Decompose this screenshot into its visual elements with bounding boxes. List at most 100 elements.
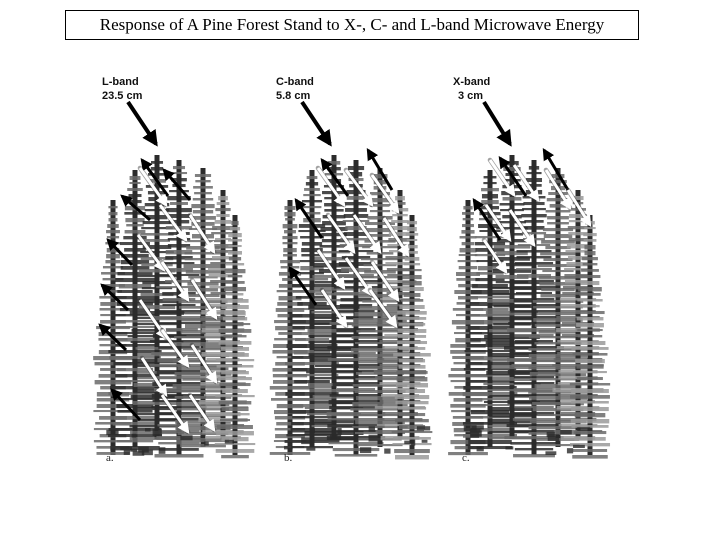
backscatter-arrow bbox=[100, 283, 130, 312]
tree-branch bbox=[566, 262, 590, 267]
tree-branch bbox=[167, 244, 191, 248]
tree-branch bbox=[481, 200, 499, 205]
pine-stand bbox=[269, 155, 433, 460]
tree-branch bbox=[398, 323, 426, 326]
tree-branch bbox=[169, 190, 189, 193]
tree-branch bbox=[114, 338, 156, 342]
tree-branch bbox=[369, 204, 391, 207]
tree-branch bbox=[580, 281, 600, 286]
tree-branch bbox=[391, 431, 433, 434]
tree-branch bbox=[276, 422, 304, 426]
tree-branch bbox=[165, 280, 193, 283]
tree-branch bbox=[521, 214, 547, 218]
penetrating-arrow bbox=[190, 279, 218, 321]
tree-branch bbox=[125, 218, 145, 223]
tree-branch bbox=[215, 395, 255, 398]
tree-branch bbox=[491, 365, 533, 370]
tree-branch bbox=[469, 302, 511, 307]
tree-branch bbox=[510, 442, 558, 445]
tree-branch bbox=[219, 383, 251, 387]
tree-branch bbox=[516, 274, 552, 278]
tree-branch bbox=[292, 386, 332, 389]
tree-branch bbox=[282, 278, 298, 281]
ground-debris bbox=[470, 430, 482, 437]
tree-branch bbox=[568, 232, 588, 236]
tree-branch bbox=[210, 262, 236, 265]
tree-branch bbox=[406, 239, 418, 242]
tree-branch bbox=[117, 272, 153, 276]
tree-branch bbox=[217, 425, 253, 430]
tree-branch bbox=[165, 268, 193, 272]
tree-branch bbox=[469, 332, 511, 335]
tree-branch bbox=[292, 326, 332, 330]
tree-branch bbox=[274, 416, 306, 420]
tree-branch bbox=[352, 402, 408, 407]
tree-branch bbox=[483, 176, 497, 179]
tree-branch bbox=[294, 338, 330, 342]
tree-branch bbox=[295, 278, 329, 281]
tree-branch bbox=[93, 440, 133, 443]
tree-branch bbox=[537, 264, 579, 268]
tree-branch bbox=[545, 246, 571, 250]
tree-branch bbox=[210, 250, 236, 253]
tree-branch bbox=[354, 312, 406, 317]
tree-branch bbox=[394, 395, 430, 400]
tree-branch bbox=[271, 398, 309, 401]
tree-branch bbox=[100, 302, 126, 306]
tree-branch bbox=[357, 444, 403, 447]
penetrating-arrow bbox=[158, 204, 188, 242]
tree-branch bbox=[483, 383, 541, 386]
tree-trunk bbox=[575, 190, 581, 439]
tree-branch bbox=[510, 352, 558, 355]
tree-branch bbox=[116, 440, 154, 443]
tree-branch bbox=[195, 180, 211, 183]
tree-branch bbox=[332, 376, 380, 379]
tree-branch bbox=[464, 350, 516, 353]
tree-branch bbox=[523, 238, 545, 241]
tree-branch bbox=[108, 350, 162, 353]
tree-branch bbox=[571, 389, 609, 394]
tree-branch bbox=[221, 371, 249, 375]
tree-branch bbox=[109, 332, 161, 335]
tree-branch bbox=[193, 186, 213, 189]
tree-branch bbox=[160, 328, 198, 332]
tree-branch bbox=[107, 224, 119, 228]
ground-debris bbox=[120, 446, 132, 451]
tree-branch bbox=[172, 342, 234, 347]
tree-branch bbox=[372, 174, 388, 179]
tree-branch bbox=[528, 432, 588, 435]
tree-branch bbox=[214, 220, 232, 224]
tree-branch bbox=[533, 318, 583, 322]
backscatter-arrow bbox=[288, 266, 318, 306]
tree-branch bbox=[209, 286, 237, 289]
tree-branch bbox=[452, 308, 484, 311]
penetrating-arrow bbox=[188, 394, 216, 432]
tree-branch bbox=[216, 431, 254, 436]
ground-debris bbox=[144, 428, 151, 432]
tree-branch bbox=[458, 284, 478, 288]
tree-branch bbox=[224, 311, 246, 316]
tree-branch bbox=[284, 230, 296, 234]
tree-branch bbox=[564, 274, 592, 279]
tree-branch bbox=[108, 218, 118, 222]
tree-branch bbox=[394, 202, 406, 205]
tree-branch bbox=[395, 383, 429, 388]
ground-debris bbox=[404, 440, 414, 445]
tree-branch bbox=[163, 262, 195, 265]
tree-branch bbox=[564, 280, 592, 284]
tree-branch bbox=[496, 227, 528, 230]
tree-branch bbox=[576, 365, 604, 369]
tree-trunk bbox=[176, 160, 182, 455]
tree-branch bbox=[166, 208, 192, 213]
tree-branch bbox=[391, 208, 409, 212]
tree-branch bbox=[219, 323, 251, 326]
tree-branch bbox=[338, 274, 374, 278]
tree-branch bbox=[123, 236, 147, 240]
tree-branch bbox=[128, 194, 142, 198]
tree-branch bbox=[121, 254, 149, 258]
tree-branch bbox=[336, 352, 376, 355]
tree-branch bbox=[343, 202, 369, 206]
tree-branch bbox=[151, 376, 207, 379]
tree-branch bbox=[575, 311, 605, 315]
tree-branch bbox=[403, 263, 421, 266]
